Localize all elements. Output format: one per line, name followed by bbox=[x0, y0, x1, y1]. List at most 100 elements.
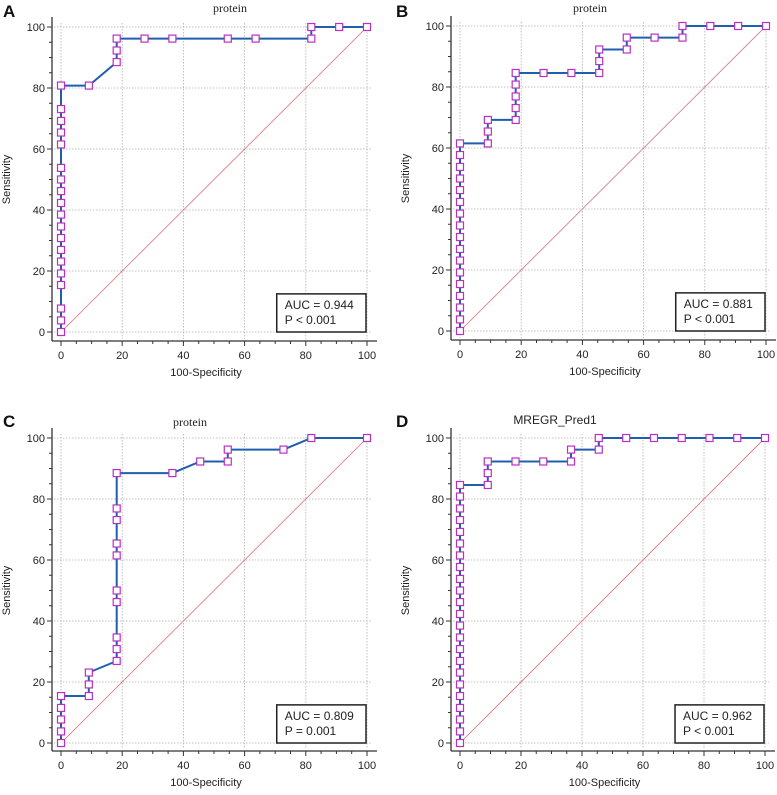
roc-point-marker bbox=[511, 92, 520, 101]
roc-point-marker bbox=[112, 644, 121, 654]
roc-point-marker bbox=[455, 668, 465, 677]
roc-point-marker bbox=[168, 34, 177, 43]
roc-point-marker bbox=[56, 738, 66, 748]
roc-point-marker bbox=[251, 34, 260, 43]
roc-point-marker bbox=[56, 198, 66, 208]
roc-point-marker bbox=[56, 316, 66, 325]
auc-value: AUC = 0.881 bbox=[684, 297, 753, 311]
roc-point-marker bbox=[760, 433, 770, 443]
reference-diagonal bbox=[60, 437, 368, 744]
roc-point-marker bbox=[56, 245, 66, 255]
roc-point-marker bbox=[595, 56, 604, 66]
roc-point-marker bbox=[56, 116, 66, 126]
roc-point-marker bbox=[223, 34, 232, 43]
x-tick-label: 20 bbox=[116, 350, 128, 362]
roc-point-marker bbox=[56, 163, 66, 173]
y-tick-label: 0 bbox=[39, 327, 45, 339]
roc-point-marker bbox=[455, 727, 465, 736]
x-tick-label: 60 bbox=[637, 349, 649, 361]
roc-point-marker bbox=[455, 150, 465, 160]
roc-point-marker bbox=[84, 81, 93, 90]
x-tick-label: 20 bbox=[116, 760, 128, 772]
y-tick-label: 80 bbox=[432, 494, 444, 506]
x-tick-label: 40 bbox=[177, 350, 189, 362]
x-axis-label: 100-Specificity bbox=[569, 366, 641, 378]
roc-point-marker bbox=[483, 139, 492, 148]
roc-point-marker bbox=[56, 233, 66, 243]
roc-point-marker bbox=[455, 492, 465, 501]
roc-point-marker bbox=[455, 656, 465, 666]
roc-point-marker bbox=[677, 433, 686, 443]
roc-point-marker bbox=[455, 139, 465, 148]
roc-point-marker bbox=[678, 33, 687, 42]
y-tick-label: 100 bbox=[27, 22, 45, 34]
y-tick-label: 0 bbox=[39, 738, 45, 750]
roc-point-marker bbox=[455, 244, 465, 254]
roc-point-marker bbox=[56, 304, 66, 313]
roc-point-marker bbox=[455, 326, 465, 336]
x-tick-label: 20 bbox=[515, 349, 527, 361]
roc-point-marker bbox=[56, 703, 66, 713]
y-tick-label: 100 bbox=[27, 433, 45, 445]
roc-point-marker bbox=[483, 457, 492, 466]
roc-point-marker bbox=[168, 468, 177, 478]
roc-point-marker bbox=[223, 457, 232, 466]
x-tick-label: 100 bbox=[358, 760, 376, 772]
roc-point-marker bbox=[56, 186, 66, 196]
roc-point-marker bbox=[483, 480, 492, 490]
roc-point-marker bbox=[595, 68, 604, 78]
x-tick-label: 80 bbox=[300, 350, 312, 362]
roc-point-marker bbox=[140, 34, 149, 43]
auc-legend-box bbox=[674, 704, 765, 744]
y-tick-label: 80 bbox=[33, 83, 45, 95]
roc-panel-c: 0 0 20 20 40 40 60 60 80 80 100 100 100-Specificity S… bbox=[1, 412, 377, 789]
roc-point-marker bbox=[483, 468, 492, 478]
roc-point-marker bbox=[56, 269, 66, 278]
roc-point-marker bbox=[455, 597, 465, 607]
roc-point-marker bbox=[455, 527, 465, 537]
chart-title: MREGR_Pred1 bbox=[513, 413, 597, 427]
x-tick-label: 80 bbox=[698, 760, 710, 772]
auc-legend-box bbox=[674, 292, 766, 332]
p-value: P = 0.001 bbox=[285, 724, 337, 738]
roc-point-marker bbox=[112, 539, 121, 548]
roc-point-marker bbox=[455, 209, 465, 218]
panel-label: A bbox=[3, 2, 15, 21]
x-tick-label: 40 bbox=[576, 349, 588, 361]
roc-point-marker bbox=[455, 715, 465, 724]
roc-point-marker bbox=[362, 22, 372, 32]
y-tick-label: 20 bbox=[432, 265, 444, 277]
roc-point-marker bbox=[84, 680, 93, 689]
roc-point-marker bbox=[511, 457, 520, 466]
y-axis-label: Sensitivity bbox=[400, 153, 412, 203]
roc-point-marker bbox=[455, 633, 465, 642]
roc-point-marker bbox=[56, 128, 66, 137]
roc-point-marker bbox=[56, 81, 66, 90]
y-tick-label: 40 bbox=[432, 616, 444, 628]
roc-point-marker bbox=[307, 34, 316, 43]
roc-point-marker bbox=[455, 609, 465, 619]
roc-point-marker bbox=[56, 257, 66, 266]
roc-point-marker bbox=[112, 504, 121, 513]
x-tick-label: 60 bbox=[238, 350, 250, 362]
roc-point-marker bbox=[455, 621, 465, 630]
roc-point-marker bbox=[455, 551, 465, 560]
roc-point-marker bbox=[279, 445, 288, 454]
roc-point-marker bbox=[307, 433, 316, 443]
roc-point-marker bbox=[455, 256, 465, 265]
roc-point-marker bbox=[539, 68, 548, 78]
y-tick-label: 100 bbox=[426, 21, 444, 33]
reference-diagonal bbox=[459, 25, 767, 332]
y-tick-label: 60 bbox=[432, 143, 444, 155]
roc-point-marker bbox=[112, 468, 121, 478]
x-tick-label: 0 bbox=[58, 350, 64, 362]
x-tick-label: 100 bbox=[358, 350, 376, 362]
roc-point-marker bbox=[56, 104, 66, 114]
roc-point-marker bbox=[455, 268, 465, 277]
x-tick-label: 0 bbox=[58, 760, 64, 772]
roc-point-marker bbox=[307, 22, 316, 32]
p-value: P < 0.001 bbox=[683, 724, 735, 738]
x-tick-label: 0 bbox=[457, 760, 463, 772]
roc-point-marker bbox=[455, 562, 465, 572]
roc-point-marker bbox=[112, 656, 121, 666]
